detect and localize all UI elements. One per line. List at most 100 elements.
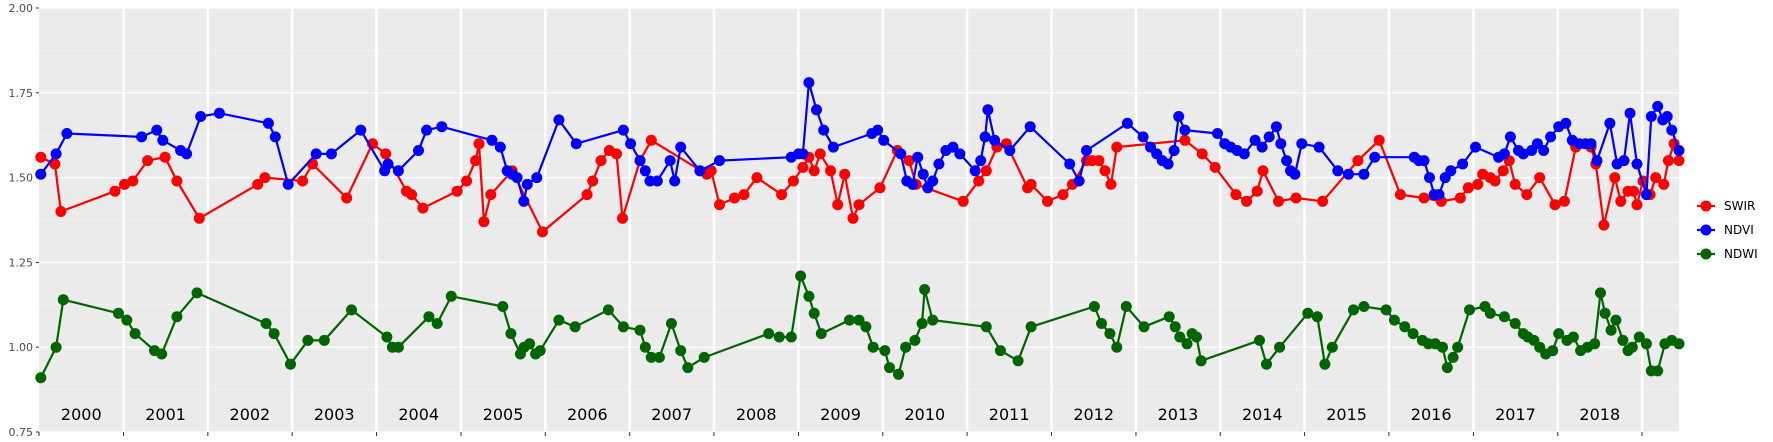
data-point-swir (645, 134, 657, 146)
data-point-ndwi (1326, 341, 1338, 353)
data-point-ndwi (1191, 331, 1202, 343)
legend-key-point (1700, 248, 1712, 260)
data-point-ndvi (1179, 124, 1191, 136)
data-point-swir (1489, 175, 1501, 187)
data-point-ndwi (980, 321, 992, 333)
data-point-swir (1609, 172, 1621, 184)
year-label: 2012 (1073, 405, 1114, 424)
data-point-ndwi (50, 341, 62, 353)
data-point-ndwi (645, 351, 657, 363)
data-point-swir (611, 148, 622, 160)
data-point-ndvi (1673, 145, 1685, 156)
data-point-ndwi (57, 294, 69, 306)
data-point-ndvi (1585, 138, 1597, 150)
data-point-ndwi (927, 314, 939, 326)
data-point-ndvi (1560, 117, 1572, 129)
data-point-ndvi (989, 134, 1001, 146)
data-point-ndwi (381, 331, 393, 343)
year-label: 2004 (398, 405, 439, 424)
legend-item-ndvi: NDVI (1697, 223, 1754, 237)
data-point-ndvi (1137, 131, 1149, 143)
data-point-ndvi (617, 124, 629, 136)
data-point-swir (903, 155, 915, 167)
data-point-ndwi (497, 301, 509, 312)
y-tick-label: 2.00 (9, 2, 34, 15)
data-point-ndwi (171, 311, 183, 323)
data-point-ndwi (1599, 307, 1611, 319)
data-point-swir (1418, 192, 1430, 204)
data-point-swir (595, 155, 607, 167)
year-labels: 2000 2001 2002 2003 2004 2005 2006 2007 2008 2009… (61, 405, 1620, 424)
data-point-ndvi (1162, 158, 1174, 170)
data-point-ndwi (318, 334, 330, 346)
data-point-ndwi (773, 331, 785, 343)
data-point-ndwi (1025, 321, 1037, 333)
data-point-ndwi (1498, 311, 1510, 323)
data-point-swir (1558, 195, 1570, 207)
data-point-ndvi (486, 134, 498, 146)
data-point-swir (127, 175, 139, 187)
data-point-ndvi (664, 155, 676, 167)
year-label: 2005 (483, 405, 524, 424)
legend-label: SWIR (1724, 199, 1755, 213)
data-point-ndwi (1610, 314, 1622, 326)
data-point-ndvi (269, 131, 281, 143)
data-point-swir (1521, 189, 1533, 201)
data-point-ndvi (1238, 148, 1250, 160)
data-point-ndvi (639, 165, 651, 177)
year-label: 2017 (1495, 405, 1536, 424)
data-point-ndvi (969, 165, 981, 177)
data-point-ndwi (113, 307, 124, 319)
data-point-swir (478, 216, 490, 228)
data-point-ndwi (808, 307, 820, 319)
data-point-ndvi (355, 124, 367, 136)
data-point-swir (1209, 161, 1221, 173)
data-point-swir (980, 165, 992, 177)
data-point-swir (1497, 165, 1509, 177)
data-point-ndvi (979, 131, 991, 143)
data-point-ndvi (262, 117, 274, 129)
data-point-ndvi (382, 158, 394, 170)
data-point-swir (1472, 178, 1484, 190)
data-point-swir (451, 185, 463, 197)
data-point-swir (1373, 134, 1385, 146)
series-ndvi (35, 77, 1685, 207)
data-point-ndwi (1169, 321, 1181, 333)
data-point-ndvi (1624, 107, 1636, 119)
data-point-ndwi (1626, 341, 1638, 353)
data-point-ndwi (653, 351, 665, 363)
data-point-ndvi (1445, 165, 1457, 177)
data-point-ndvi (1457, 158, 1469, 170)
data-point-ndvi (1498, 148, 1510, 160)
legend-item-ndwi: NDWI (1697, 247, 1758, 261)
data-point-ndvi (827, 141, 839, 153)
data-point-ndvi (413, 145, 424, 156)
data-point-ndwi (617, 321, 629, 333)
year-label: 2000 (61, 405, 102, 424)
data-point-ndvi (634, 155, 646, 167)
data-point-ndvi (1281, 155, 1293, 167)
legend-label: NDVI (1724, 223, 1754, 237)
data-point-swir (797, 161, 809, 173)
data-point-ndvi (1173, 111, 1185, 122)
data-point-ndvi (1358, 168, 1370, 180)
data-point-swir (49, 158, 61, 170)
year-label: 2010 (904, 405, 945, 424)
data-point-ndvi (714, 155, 725, 167)
data-point-ndwi (569, 321, 581, 333)
data-point-ndwi (1274, 341, 1286, 353)
data-point-swir (119, 178, 130, 190)
data-point-ndvi (1652, 100, 1664, 112)
data-point-ndwi (1348, 304, 1359, 316)
year-label: 2013 (1158, 405, 1199, 424)
data-point-ndwi (1138, 321, 1150, 333)
data-point-ndvi (982, 104, 994, 116)
data-point-ndwi (268, 328, 280, 340)
data-point-ndwi (1589, 338, 1601, 350)
data-point-ndvi (1313, 141, 1325, 153)
data-point-swir (259, 172, 271, 184)
y-axis: 0.75 1.00 1.25 1.50 1.75 2.00 (9, 2, 39, 439)
data-point-swir (473, 138, 485, 150)
year-label: 2003 (314, 405, 355, 424)
data-point-ndwi (1174, 331, 1186, 343)
